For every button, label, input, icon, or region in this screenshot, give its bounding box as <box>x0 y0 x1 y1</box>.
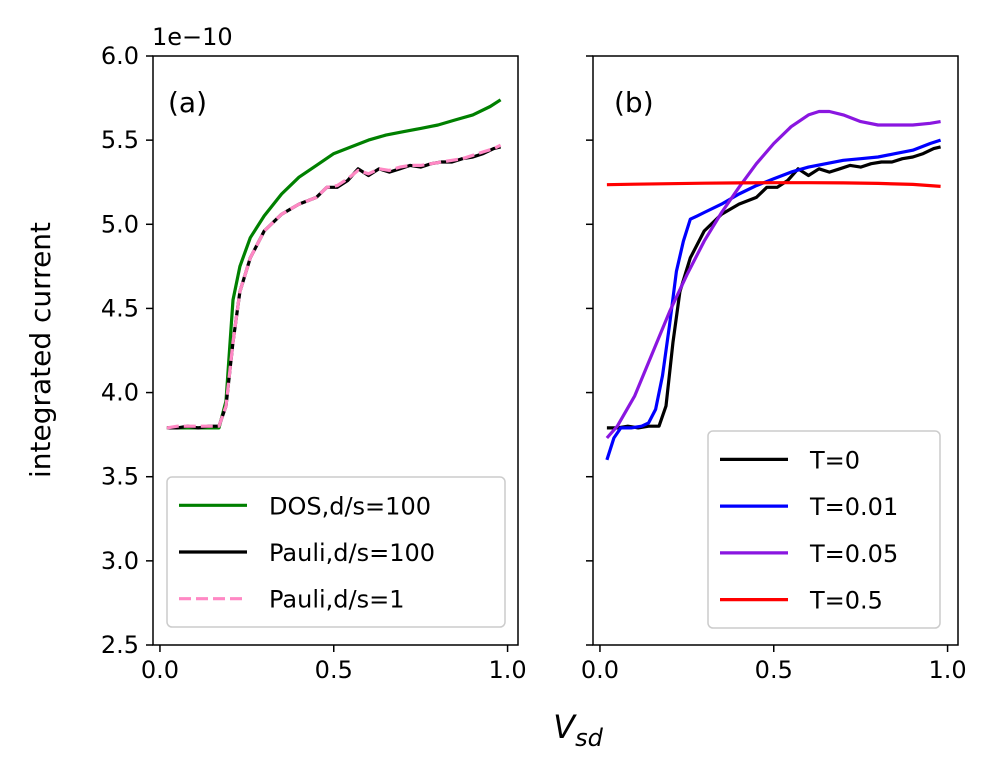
panel-label-a: (a) <box>168 86 207 119</box>
y-tick-label-a-5: 5.0 <box>101 210 139 238</box>
y-tick-label-a-4: 4.5 <box>101 294 139 322</box>
ticks-a: 0.0 0.5 1.0 2.5 3.0 3.5 4.0 4.5 5.0 5.5 6.0 <box>101 42 527 684</box>
x-tick-label-b-0: 0.0 <box>581 656 619 684</box>
legend-label-t-0-05: T=0.05 <box>809 540 898 568</box>
x-tick-label-a-1: 0.5 <box>315 656 353 684</box>
ticks-b: 0.0 0.5 1.0 <box>581 55 967 684</box>
panel-label-b: (b) <box>614 86 654 119</box>
legend-b: T=0 T=0.01 T=0.05 T=0.5 <box>707 430 941 629</box>
y-tick-label-a-2: 3.5 <box>101 463 139 491</box>
x-axis-label: Vsd <box>553 708 603 752</box>
series-line-t-0 <box>606 145 941 430</box>
axes-frame-a <box>152 55 519 646</box>
y-tick-label-a-1: 3.0 <box>101 547 139 575</box>
y-axis-label: integrated current <box>24 222 57 478</box>
series-line-t-0-05 <box>605 109 941 440</box>
x-tick-label-a-2: 1.0 <box>488 656 526 684</box>
y-tick-label-a-7: 6.0 <box>101 42 139 70</box>
legend-label-dos-d-s-100: DOS,d/s=100 <box>269 492 431 520</box>
series-line-t-0-01 <box>605 138 942 461</box>
series-line-dos-d-s-100 <box>166 98 502 430</box>
x-tick-label-a-0: 0.0 <box>141 656 179 684</box>
legend-label-t-0-5: T=0.5 <box>809 587 883 615</box>
legend-a: DOS,d/s=100 Pauli,d/s=100 Pauli,d/s=1 <box>166 476 506 628</box>
series-line-pauli-d-s-1 <box>166 143 502 430</box>
legend-box-a <box>166 476 506 628</box>
legend-box-b <box>707 430 941 629</box>
x-axis-label-main: V <box>553 708 577 746</box>
panel-b: 0.0 0.5 1.0 (b) T=0 T=0.01 T=0.05 T=0.5 <box>581 55 967 684</box>
legend-label-t-0: T=0 <box>809 446 860 474</box>
legend-label-t-0-01: T=0.01 <box>809 493 898 521</box>
y-scale-label: 1e−10 <box>152 23 233 51</box>
series-b <box>605 109 942 461</box>
legend-label-pauli-d-s-100: Pauli,d/s=100 <box>269 539 435 567</box>
x-tick-label-b-2: 1.0 <box>928 656 966 684</box>
x-tick-label-b-1: 0.5 <box>755 656 793 684</box>
axes-frame-b <box>592 55 959 646</box>
series-a <box>166 98 502 430</box>
legend-label-pauli-d-s-1: Pauli,d/s=1 <box>269 586 404 614</box>
y-tick-label-a-3: 4.0 <box>101 379 139 407</box>
series-line-pauli-d-s-100 <box>166 145 501 430</box>
series-line-t-0-5 <box>606 181 941 188</box>
y-tick-label-a-6: 5.5 <box>101 126 139 154</box>
y-tick-label-a-0: 2.5 <box>101 631 139 659</box>
panel-a: 0.0 0.5 1.0 2.5 3.0 3.5 4.0 4.5 5.0 5.5 6.0 (a) DO… <box>101 42 527 684</box>
x-axis-label-subscript: sd <box>575 724 604 752</box>
